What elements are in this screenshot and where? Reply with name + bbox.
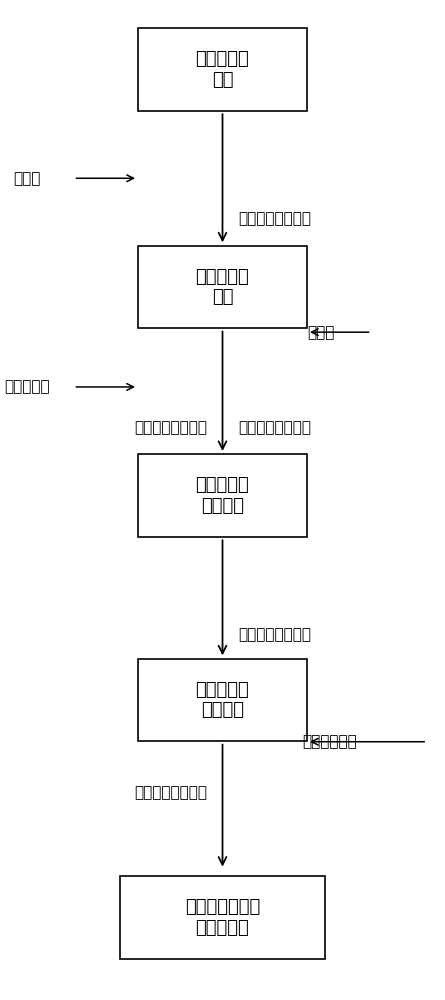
Text: 涂层堇青石
蜂窝载体: 涂层堇青石 蜂窝载体 [196,681,249,719]
Bar [138,28,307,111]
Text: 浸泡、烘干、焙烧: 浸泡、烘干、焙烧 [134,420,207,435]
Text: 助剂盐溶液: 助剂盐溶液 [4,379,50,394]
Text: 浸泡、烘干、焙烧: 浸泡、烘干、焙烧 [134,786,207,801]
Text: 堇青石蜂窝陶瓷
整体催化剂: 堇青石蜂窝陶瓷 整体催化剂 [185,898,260,937]
Text: 堇青石蜂窝
基体: 堇青石蜂窝 基体 [196,268,249,306]
Text: 堇青石蜂窝
基体: 堇青石蜂窝 基体 [196,50,249,89]
Bar [138,454,307,537]
Bar [120,876,325,959]
Bar [138,659,307,741]
Text: 浸泡、烘干、焙烧: 浸泡、烘干、焙烧 [238,212,311,227]
Text: 稀硝酸: 稀硝酸 [13,171,41,186]
Bar [138,246,307,328]
Text: 贵金属盐溶液: 贵金属盐溶液 [303,734,357,749]
Text: 浸泡、烘干、焙烧: 浸泡、烘干、焙烧 [238,420,311,435]
Text: 涂层堇青石
蜂窝载体: 涂层堇青石 蜂窝载体 [196,476,249,515]
Text: 浸泡、烘干、焙烧: 浸泡、烘干、焙烧 [238,627,311,642]
Text: 铝溶胶: 铝溶胶 [307,325,335,340]
